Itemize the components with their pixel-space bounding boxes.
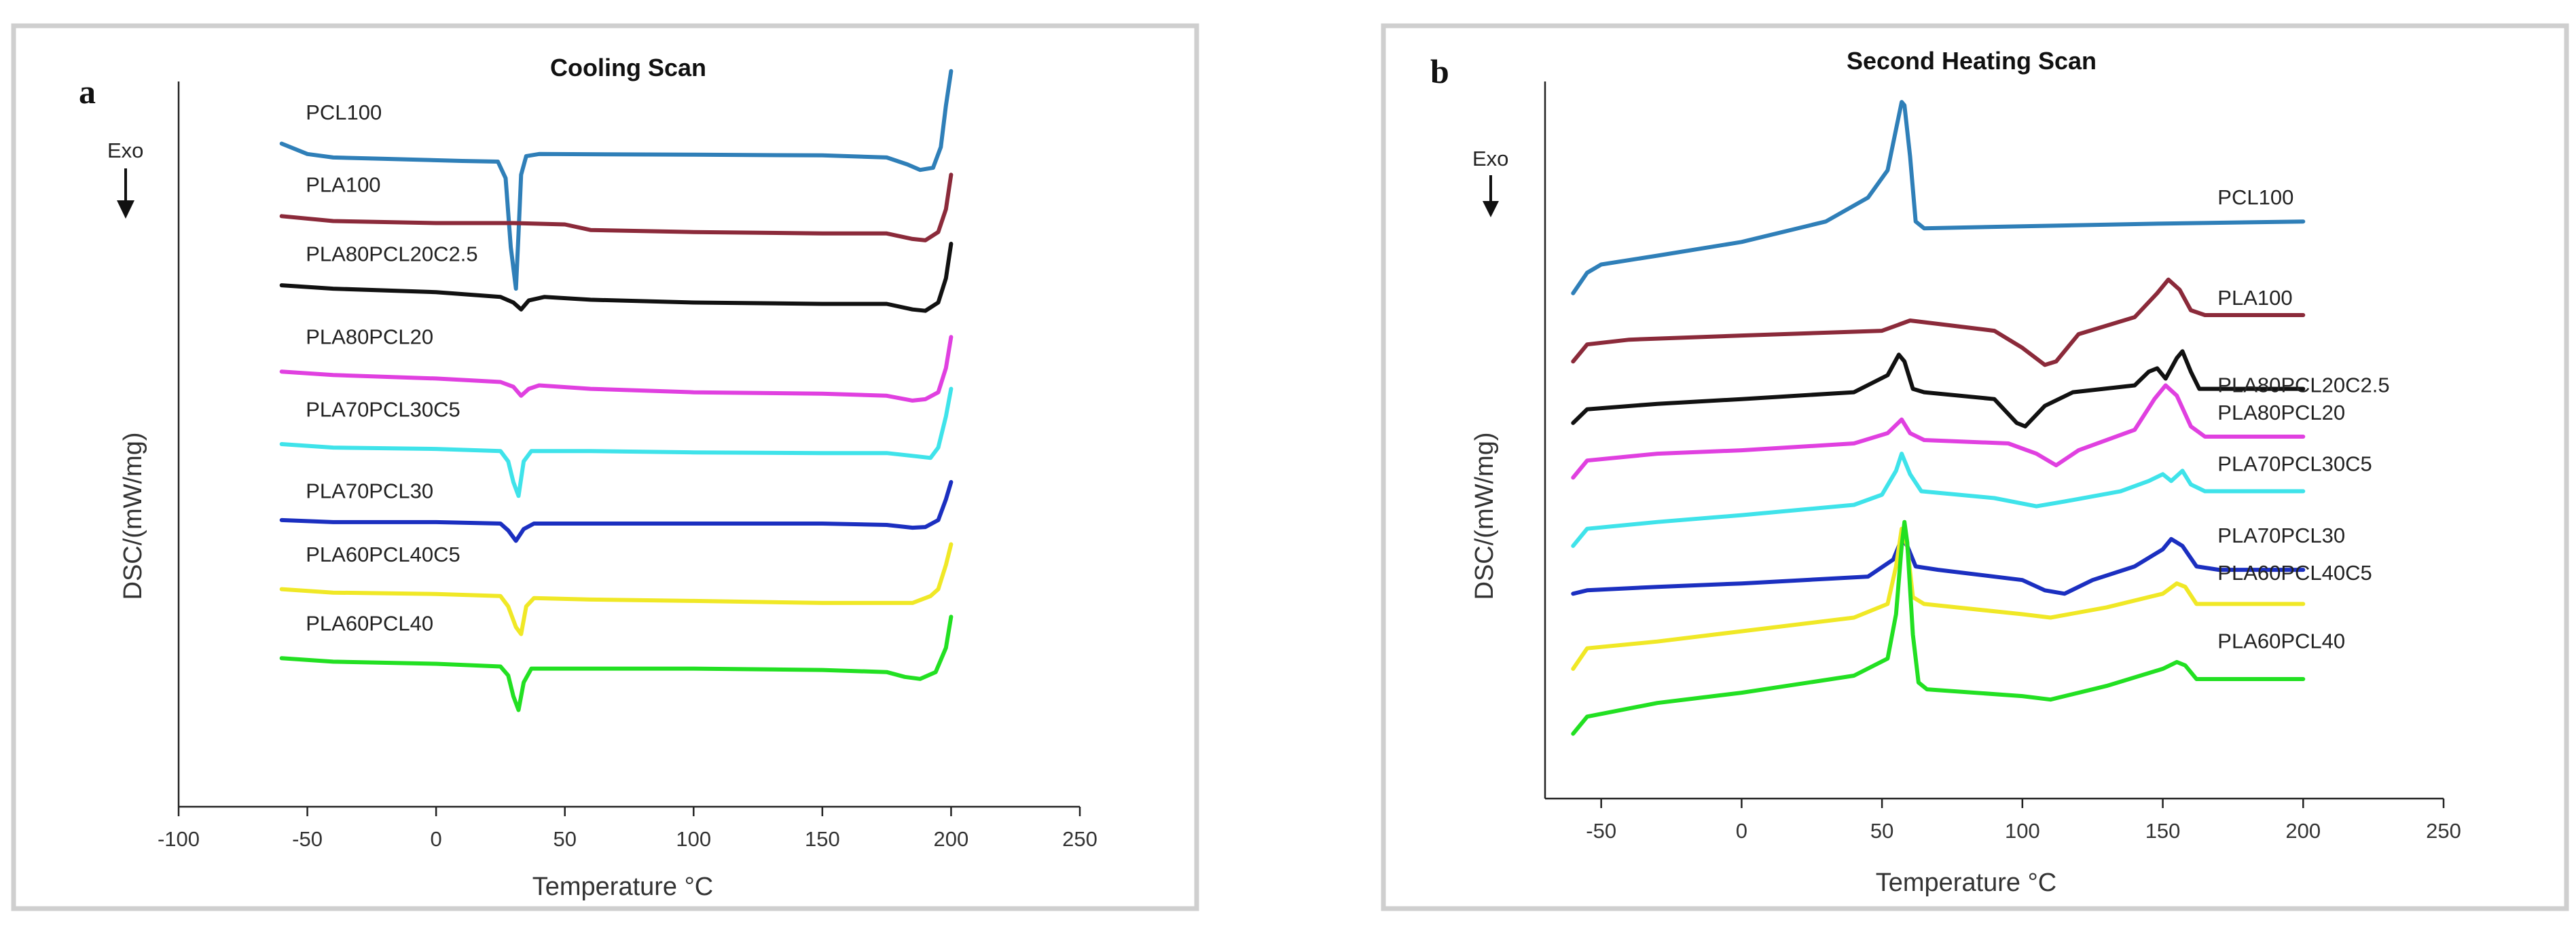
panel-b-series-line-pla70pcl30c5 xyxy=(1571,452,2306,548)
panel-a-series-line-pcl100 xyxy=(279,69,954,291)
panel-b-x-tick-label: 150 xyxy=(2145,819,2181,843)
panel-a-series-line-pla100 xyxy=(279,172,954,242)
panel-b-x-axis-title: Temperature °C xyxy=(1876,869,2057,897)
panel-b-axes: -50 0 50 100 150 200 250 xyxy=(1544,81,2461,843)
panel-b-series-label: PLA80PCL20C2.5 xyxy=(2217,373,2389,397)
panel-a-series-label: PLA70PCL30 xyxy=(306,479,433,503)
panel-a-title: Cooling Scan xyxy=(550,54,706,81)
panel-a-frame xyxy=(11,23,1199,911)
panel-b-x-tick-label: 50 xyxy=(1870,819,1893,843)
panel-a-x-tick-label: 50 xyxy=(553,827,576,851)
panel-b-frame xyxy=(1381,23,2569,911)
panel-b-second-heating-scan: b Second Heating Scan DSC/(mW/mg) Temper… xyxy=(1381,23,2569,911)
panel-b-series-line-pla80pcl20c2-5 xyxy=(1571,349,2306,428)
panel-b-series-label: PLA70PCL30C5 xyxy=(2217,452,2372,475)
panel-a-x-tick-label: -50 xyxy=(292,827,323,851)
panel-a-series-line-pla80pcl20 xyxy=(279,335,954,403)
panel-b-series-labels: PCL100 PLA100 PLA80PCL20C2.5 PLA80PCL20 PLA7… xyxy=(2217,185,2389,653)
panel-b-x-tick-label: -50 xyxy=(1586,819,1616,843)
panel-a-y-axis-title: DSC/(mW/mg) xyxy=(119,433,147,600)
panel-a-series-line-pla80pcl20c2-5 xyxy=(279,242,954,313)
panel-b-x-tick-label: 100 xyxy=(2005,819,2040,843)
panel-a-axes: -100 -50 0 50 100 150 200 250 xyxy=(158,81,1097,851)
panel-b-series-line-pla60pcl40 xyxy=(1571,519,2306,736)
panel-a-x-tick-label: 100 xyxy=(676,827,711,851)
panel-a-series-line-pla60pcl40 xyxy=(279,615,954,712)
panel-a-series-labels: PCL100 PLA100 PLA80PCL20C2.5 PLA80PCL20 PLA7… xyxy=(306,101,477,636)
panel-a-x-tick-label: 200 xyxy=(934,827,969,851)
panel-a-exo-arrow-icon xyxy=(117,168,134,219)
panel-b-series-label: PLA100 xyxy=(2217,286,2292,310)
panel-a-x-tick-label: 0 xyxy=(431,827,442,851)
panel-b-series-label: PLA60PCL40 xyxy=(2217,629,2345,653)
panel-b-series-label: PLA70PCL30 xyxy=(2217,524,2345,547)
panel-a-series-line-pla70pcl30 xyxy=(279,479,954,543)
panel-a-series-line-pla70pcl30c5 xyxy=(279,386,954,498)
panel-a-series xyxy=(279,69,954,712)
panel-a-x-tick-label: 250 xyxy=(1062,827,1097,851)
panel-a-cooling-scan: a Cooling Scan DSC/(mW/mg) Temperature °… xyxy=(11,23,1199,911)
panel-b-x-tick-label: 0 xyxy=(1736,819,1747,843)
panel-b-series-label: PLA60PCL40C5 xyxy=(2217,561,2372,585)
panel-b-x-tick-label: 250 xyxy=(2426,819,2461,843)
panel-b-title: Second Heating Scan xyxy=(1847,47,2097,75)
panel-a-x-tick-label: -100 xyxy=(158,827,200,851)
panel-a-exo-label: Exo xyxy=(107,139,143,162)
panel-b-series xyxy=(1571,100,2306,736)
panel-b-exo-arrow-icon xyxy=(1483,175,1499,217)
panel-b-series-line-pla70pcl30 xyxy=(1571,536,2306,596)
panel-b-series-label: PCL100 xyxy=(2217,185,2293,209)
panel-a-series-label: PLA80PCL20 xyxy=(306,325,433,349)
panel-a-series-label: PLA60PCL40C5 xyxy=(306,543,460,566)
panel-a-series-label: PLA80PCL20C2.5 xyxy=(306,242,477,266)
panel-b-series-line-pla80pcl20 xyxy=(1571,383,2306,480)
panel-a-series-label: PCL100 xyxy=(306,101,382,124)
panel-b-x-tick-label: 200 xyxy=(2285,819,2321,843)
panel-a-series-label: PLA100 xyxy=(306,173,380,197)
panel-b-series-label: PLA80PCL20 xyxy=(2217,401,2345,424)
panel-b-series-line-pla100 xyxy=(1571,277,2306,367)
panel-a-series-label: PLA70PCL30C5 xyxy=(306,397,460,421)
panel-a-letter: a xyxy=(79,73,96,111)
panel-b-y-axis-title: DSC/(mW/mg) xyxy=(1470,433,1499,600)
panel-b-exo-label: Exo xyxy=(1472,147,1508,170)
panel-b-series-line-pla60pcl40c5 xyxy=(1571,526,2306,671)
panel-a-series-line-pla60pcl40c5 xyxy=(279,542,954,636)
panel-a-x-axis-title: Temperature °C xyxy=(532,873,714,901)
panel-a-x-tick-label: 150 xyxy=(805,827,840,851)
panel-b-series-line-pcl100 xyxy=(1571,100,2306,295)
panel-b-letter: b xyxy=(1430,52,1449,90)
panel-a-series-label: PLA60PCL40 xyxy=(306,612,433,636)
